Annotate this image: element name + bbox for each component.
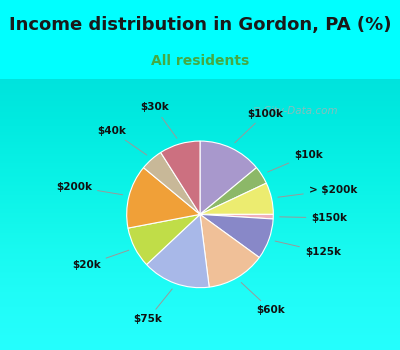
Wedge shape	[144, 153, 200, 214]
Text: $20k: $20k	[72, 250, 129, 270]
Text: $200k: $200k	[56, 182, 123, 195]
Wedge shape	[161, 141, 200, 214]
Text: $150k: $150k	[280, 213, 347, 223]
Text: Ⓢ City-Data.com: Ⓢ City-Data.com	[254, 106, 338, 116]
Wedge shape	[200, 141, 256, 214]
Wedge shape	[128, 214, 200, 265]
Wedge shape	[200, 214, 259, 287]
Text: $30k: $30k	[140, 102, 177, 138]
Text: $60k: $60k	[241, 282, 286, 315]
Text: $125k: $125k	[275, 241, 341, 257]
Text: $10k: $10k	[268, 150, 323, 172]
Wedge shape	[146, 214, 209, 288]
Text: All residents: All residents	[151, 55, 249, 69]
Text: $75k: $75k	[133, 289, 172, 324]
Wedge shape	[127, 168, 200, 228]
Wedge shape	[200, 183, 273, 214]
Wedge shape	[200, 214, 273, 258]
Text: > $200k: > $200k	[278, 185, 357, 197]
Text: $40k: $40k	[98, 126, 147, 155]
Text: $100k: $100k	[235, 108, 284, 143]
Wedge shape	[200, 214, 273, 219]
Wedge shape	[200, 168, 266, 214]
Text: Income distribution in Gordon, PA (%): Income distribution in Gordon, PA (%)	[9, 16, 391, 34]
